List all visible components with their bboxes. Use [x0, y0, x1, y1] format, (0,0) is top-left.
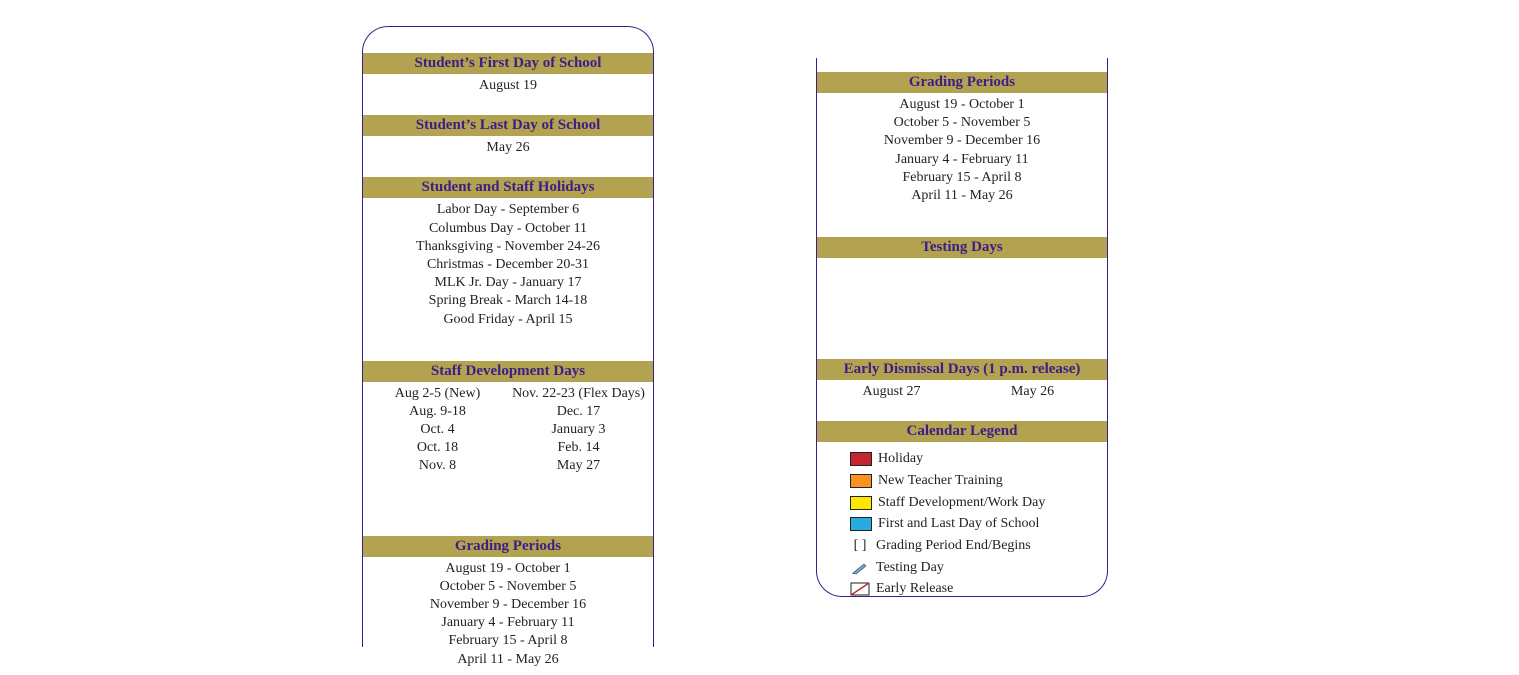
legend-label: New Teacher Training	[878, 470, 1003, 492]
left-panel: Student’s First Day of School August 19 …	[362, 26, 654, 647]
grading-item: August 19 - October 1	[367, 560, 649, 578]
grading-item: January 4 - February 11	[821, 151, 1103, 169]
legend-swatch-icon	[850, 452, 872, 466]
staff-dev-item: Feb. 14	[508, 439, 649, 457]
legend-row: [ ] Grading Period End/Begins	[850, 535, 1070, 557]
last-day-header: Student’s Last Day of School	[363, 115, 653, 136]
staff-dev-item: Oct. 18	[367, 439, 508, 457]
grading-body-left: August 19 - October 1 October 5 - Novemb…	[363, 557, 653, 675]
legend-label: Holiday	[878, 448, 923, 470]
staff-dev-item: Aug 2-5 (New)	[367, 385, 508, 403]
last-day-item: May 26	[367, 139, 649, 157]
legend-label: First and Last Day of School	[878, 513, 1039, 535]
staff-dev-col2: Nov. 22-23 (Flex Days) Dec. 17 January 3…	[508, 385, 649, 476]
grading-header-left: Grading Periods	[363, 536, 653, 557]
legend-row: Testing Day	[850, 557, 1070, 579]
legend-row: Early Release	[850, 578, 1070, 600]
legend-header: Calendar Legend	[817, 421, 1107, 442]
holidays-body: Labor Day - September 6 Columbus Day - O…	[363, 198, 653, 334]
holiday-item: Good Friday - April 15	[367, 311, 649, 329]
holiday-item: Thanksgiving - November 24-26	[367, 238, 649, 256]
grading-item: October 5 - November 5	[821, 114, 1103, 132]
testing-header: Testing Days	[817, 237, 1107, 258]
holidays-header: Student and Staff Holidays	[363, 177, 653, 198]
legend-swatch-icon	[850, 496, 872, 510]
staff-dev-header: Staff Development Days	[363, 361, 653, 382]
staff-dev-item: Nov. 8	[367, 457, 508, 475]
early-dismissal-header: Early Dismissal Days (1 p.m. release)	[817, 359, 1107, 380]
staff-dev-item: Aug. 9-18	[367, 403, 508, 421]
holiday-item: MLK Jr. Day - January 17	[367, 274, 649, 292]
early-dismissal-body: August 27 May 26	[817, 380, 1107, 407]
grading-item: August 19 - October 1	[821, 96, 1103, 114]
staff-dev-item: January 3	[508, 421, 649, 439]
testing-body	[817, 258, 1107, 359]
legend-row: First and Last Day of School	[850, 513, 1070, 535]
staff-dev-item: Oct. 4	[367, 421, 508, 439]
legend-swatch-icon	[850, 517, 872, 531]
grading-item: February 15 - April 8	[367, 632, 649, 650]
legend-body: HolidayNew Teacher TrainingStaff Develop…	[817, 442, 1107, 608]
first-day-body: August 19	[363, 74, 653, 101]
legend-row: New Teacher Training	[850, 470, 1070, 492]
staff-dev-item: Dec. 17	[508, 403, 649, 421]
early-dismissal-col2: May 26	[962, 383, 1103, 401]
last-day-body: May 26	[363, 136, 653, 163]
early-dismissal-col1: August 27	[821, 383, 962, 401]
legend-swatch-icon	[850, 474, 872, 488]
grading-item: April 11 - May 26	[367, 651, 649, 669]
legend-label: Grading Period End/Begins	[876, 535, 1031, 557]
grading-item: November 9 - December 16	[367, 596, 649, 614]
grading-item: November 9 - December 16	[821, 132, 1103, 150]
grading-item: February 15 - April 8	[821, 169, 1103, 187]
legend-row: Staff Development/Work Day	[850, 492, 1070, 514]
grading-item: April 11 - May 26	[821, 187, 1103, 205]
staff-dev-col1: Aug 2-5 (New) Aug. 9-18 Oct. 4 Oct. 18 N…	[367, 385, 508, 476]
grading-body-right: August 19 - October 1 October 5 - Novemb…	[817, 93, 1107, 211]
legend-row: Holiday	[850, 448, 1070, 470]
legend-label: Early Release	[876, 578, 953, 600]
early-release-icon	[850, 582, 870, 596]
staff-dev-item: Nov. 22-23 (Flex Days)	[508, 385, 649, 403]
legend-label: Testing Day	[876, 557, 944, 579]
first-day-header: Student’s First Day of School	[363, 53, 653, 74]
holiday-item: Spring Break - March 14-18	[367, 292, 649, 310]
right-panel: Grading Periods August 19 - October 1 Oc…	[816, 58, 1108, 597]
legend-bracket-icon: [ ]	[850, 535, 870, 557]
staff-dev-body: Aug 2-5 (New) Aug. 9-18 Oct. 4 Oct. 18 N…	[363, 382, 653, 482]
first-day-item: August 19	[367, 77, 649, 95]
staff-dev-item: May 27	[508, 457, 649, 475]
holiday-item: Labor Day - September 6	[367, 201, 649, 219]
grading-item: January 4 - February 11	[367, 614, 649, 632]
early-dismissal-item: May 26	[962, 383, 1103, 401]
holiday-item: Columbus Day - October 11	[367, 220, 649, 238]
grading-item: October 5 - November 5	[367, 578, 649, 596]
early-dismissal-item: August 27	[821, 383, 962, 401]
grading-header-right: Grading Periods	[817, 72, 1107, 93]
pen-icon	[850, 561, 870, 575]
holiday-item: Christmas - December 20-31	[367, 256, 649, 274]
legend-label: Staff Development/Work Day	[878, 492, 1045, 514]
